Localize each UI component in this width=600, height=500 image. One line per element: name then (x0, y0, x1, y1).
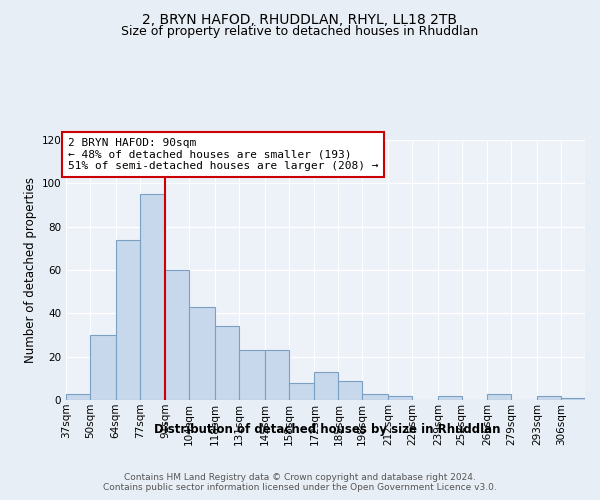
Bar (265, 350, 289, 400)
Bar (487, 394, 511, 400)
Text: 2, BRYN HAFOD, RHUDDLAN, RHYL, LL18 2TB: 2, BRYN HAFOD, RHUDDLAN, RHYL, LL18 2TB (143, 12, 458, 26)
Bar (66, 394, 90, 400)
Bar (362, 394, 388, 400)
Y-axis label: Number of detached properties: Number of detached properties (24, 177, 37, 363)
Text: Contains HM Land Registry data © Crown copyright and database right 2024.: Contains HM Land Registry data © Crown c… (124, 472, 476, 482)
Bar (289, 382, 314, 400)
Bar (314, 372, 338, 400)
Bar (388, 396, 412, 400)
Bar (116, 240, 140, 400)
Text: Size of property relative to detached houses in Rhuddlan: Size of property relative to detached ho… (121, 25, 479, 38)
Bar (537, 396, 561, 400)
Text: Contains public sector information licensed under the Open Government Licence v3: Contains public sector information licen… (103, 484, 497, 492)
Bar (140, 194, 166, 400)
Bar (166, 270, 190, 400)
Bar (338, 380, 362, 400)
Bar (438, 396, 461, 400)
Bar (190, 307, 215, 400)
Text: 2 BRYN HAFOD: 90sqm
← 48% of detached houses are smaller (193)
51% of semi-detac: 2 BRYN HAFOD: 90sqm ← 48% of detached ho… (68, 138, 379, 171)
Text: Distribution of detached houses by size in Rhuddlan: Distribution of detached houses by size … (154, 422, 500, 436)
Bar (239, 350, 265, 400)
Bar (561, 398, 585, 400)
Bar (90, 335, 116, 400)
Bar (215, 326, 239, 400)
